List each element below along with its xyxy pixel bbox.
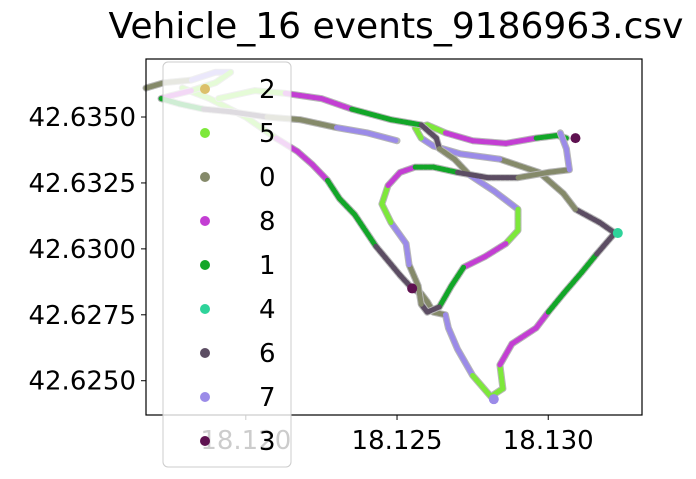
route-outer-segment [349, 106, 394, 123]
route-inner-segment [597, 219, 618, 236]
x-tick-label: 18.130 [503, 426, 594, 456]
legend-marker [200, 304, 210, 314]
legend-marker [200, 172, 210, 182]
route-outer-segment [397, 164, 418, 175]
plot-frame [145, 58, 643, 416]
legend-marker [200, 128, 210, 138]
route-inner-segment [424, 122, 448, 136]
legend-label: 2 [259, 75, 276, 105]
legend-marker [200, 348, 210, 358]
route-inner-segment [533, 309, 551, 331]
event-marker [488, 394, 499, 405]
route-inner-segment [373, 243, 403, 278]
route-inner-segment [509, 325, 539, 347]
route-outer-segment [403, 241, 412, 268]
route-outer-segment [415, 283, 424, 307]
y-axis: 42.6250 42.6275 42.6300 42.6325 42.6350 [28, 103, 146, 397]
legend-label: 7 [259, 383, 276, 413]
legend-label: 4 [259, 295, 276, 325]
route-inner-segment [458, 151, 503, 162]
route-inner-segment [445, 325, 461, 352]
route-west-loop-segment [297, 117, 340, 131]
event-marker [570, 133, 581, 144]
legend-label: 3 [259, 427, 276, 457]
route-outer-segment [379, 201, 394, 225]
legend-marker [200, 84, 210, 94]
markers-layer [407, 133, 623, 405]
route-outer-segment [515, 169, 551, 181]
route-inner-segment [545, 291, 566, 315]
chart-title: Vehicle_16 events_9186963.csv [109, 6, 684, 47]
route-outer-segment [563, 146, 572, 173]
y-tick-label: 42.6275 [28, 301, 136, 331]
route-outer-segment [418, 122, 439, 141]
event-marker [407, 283, 418, 294]
route-outer-segment [455, 169, 491, 181]
route-inner-segment [497, 341, 515, 368]
route-outer-segment [448, 264, 467, 289]
route-outer-segment [545, 167, 572, 175]
route-inner-segment [324, 177, 343, 202]
route-outer-segment [482, 241, 509, 260]
route-west-loop-segment [334, 125, 370, 136]
route-outer-segment [385, 169, 403, 189]
y-tick-label: 42.6325 [28, 169, 136, 199]
legend-box [162, 61, 292, 468]
legend-label: 1 [259, 251, 276, 281]
legend-label: 5 [259, 119, 276, 149]
route-outer-segment [436, 146, 457, 162]
route-inner-segment [497, 362, 506, 392]
route-inner-segment [572, 206, 603, 225]
x-tick-label: 18.125 [352, 426, 443, 456]
route-west-loop-segment [143, 80, 167, 91]
event-marker [612, 228, 623, 239]
route-outer-segment [503, 227, 521, 247]
route-outer-segment [406, 262, 421, 289]
legend-label: 8 [259, 207, 276, 237]
route-inner-segment [533, 132, 560, 141]
route-outer-segment [318, 96, 355, 112]
y-tick-label: 42.6250 [28, 367, 136, 397]
route-inner-segment [560, 190, 578, 212]
y-tick-label: 42.6350 [28, 103, 136, 133]
route-outer-segment [436, 283, 454, 310]
route-outer-segment [388, 219, 409, 247]
route-outer-segment [557, 130, 569, 152]
legend-marker [200, 260, 210, 270]
route-inner-segment [503, 135, 539, 146]
route-inner-segment [594, 230, 618, 257]
legend-marker [200, 216, 210, 226]
route-inner-segment [470, 138, 509, 146]
route-inner-segment [337, 196, 358, 218]
legend-marker [200, 436, 210, 446]
route-inner-segment [294, 148, 315, 167]
route-outer-segment [379, 183, 391, 207]
route-west-loop-segment [364, 130, 400, 144]
route-inner-segment [352, 212, 379, 249]
legend-label: 0 [259, 163, 276, 193]
route-inner-segment [470, 372, 494, 400]
y-tick-label: 42.6300 [28, 235, 136, 265]
route-outer-segment [430, 164, 461, 175]
legend-marker [200, 392, 210, 402]
legend-label: 6 [259, 339, 276, 369]
route-outer-segment [461, 254, 488, 270]
route-inner-segment [455, 346, 476, 378]
route-inner-segment [497, 156, 542, 175]
legend: 2 5 0 8 1 4 6 7 3 [162, 61, 292, 468]
route-outer-segment [491, 188, 521, 212]
route-inner-segment [560, 270, 585, 297]
route-outer-segment [388, 117, 424, 128]
route-inner-segment [442, 130, 476, 144]
route-inner-segment [579, 251, 600, 276]
route-inner-segment [309, 161, 330, 183]
